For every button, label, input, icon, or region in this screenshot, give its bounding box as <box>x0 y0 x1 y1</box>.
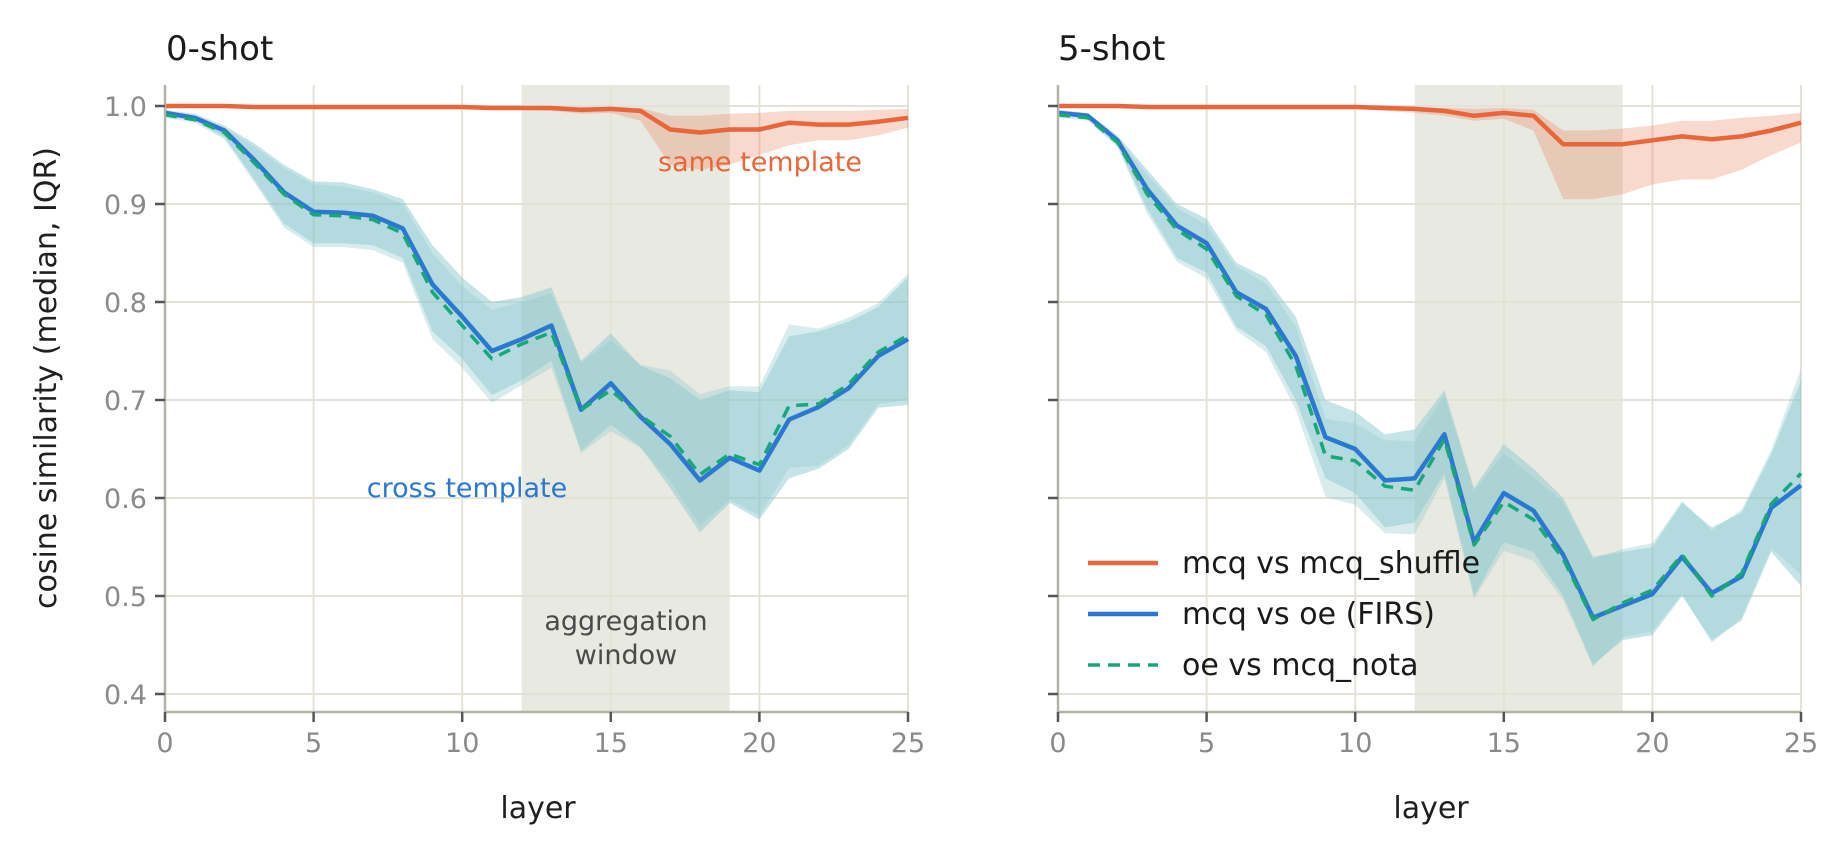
panel-title: 5-shot <box>1058 29 1165 69</box>
x-axis-label: layer <box>1393 791 1469 826</box>
x-tick-label: 5 <box>305 728 322 759</box>
y-tick-label: 1.0 <box>104 92 147 123</box>
x-tick-label: 15 <box>594 728 628 759</box>
y-tick-label: 0.7 <box>104 386 147 417</box>
cross-template-annotation: cross template <box>367 473 567 504</box>
x-tick-label: 0 <box>1049 728 1066 759</box>
x-tick-label: 5 <box>1198 728 1215 759</box>
y-axis-label: cosine similarity (median, IQR) <box>29 147 64 609</box>
y-tick-label: 0.4 <box>104 680 147 711</box>
legend-label: oe vs mcq_nota <box>1182 648 1419 683</box>
x-tick-label: 20 <box>742 728 776 759</box>
plot-area: 0 5 10 15 20 25 <box>1048 85 1818 759</box>
series-line-same <box>165 103 909 135</box>
x-tick-label: 10 <box>445 728 479 759</box>
x-tick-label: 25 <box>891 728 925 759</box>
same-template-annotation: same template <box>658 147 862 178</box>
y-tick-label: 0.6 <box>104 484 147 515</box>
x-tick-label: 25 <box>1784 728 1818 759</box>
panel-title: 0-shot <box>166 29 273 69</box>
series-line-nota <box>1057 113 1803 622</box>
y-tick-label: 0.8 <box>104 288 147 319</box>
series-line-same <box>1058 103 1802 147</box>
series-line-nota <box>164 113 909 477</box>
legend-label: mcq vs mcq_shuffle <box>1182 546 1480 581</box>
panel-0-shot: 0-shot 0 5 10 15 20 25 0.4 0.5 0.6 0.7 0.8 0.9 1.0 l… <box>104 29 925 826</box>
y-tick-label: 0.5 <box>104 582 147 613</box>
x-tick-label: 10 <box>1338 728 1372 759</box>
legend-label: mcq vs oe (FIRS) <box>1182 597 1435 632</box>
series-line-cross <box>164 110 910 483</box>
plot-area: 0 5 10 15 20 25 0.4 0.5 0.6 0.7 0.8 0.9 1.0 <box>104 85 925 759</box>
x-tick-label: 15 <box>1487 728 1521 759</box>
x-tick-label: 20 <box>1635 728 1669 759</box>
y-tick-label: 0.9 <box>104 190 147 221</box>
aggregation-window-annotation: aggregation <box>544 606 707 637</box>
legend: mcq vs mcq_shuffle mcq vs oe (FIRS) oe v… <box>1088 546 1480 683</box>
panel-5-shot: 5-shot 0 5 10 15 20 25 layer mcq vs mcq_shuff… <box>1048 29 1818 826</box>
x-axis-label: layer <box>500 791 576 826</box>
x-tick-label: 0 <box>156 728 173 759</box>
iqr-band-same <box>165 106 908 170</box>
iqr-band-same <box>1058 106 1801 200</box>
aggregation-window-annotation-line2: window <box>575 640 677 671</box>
